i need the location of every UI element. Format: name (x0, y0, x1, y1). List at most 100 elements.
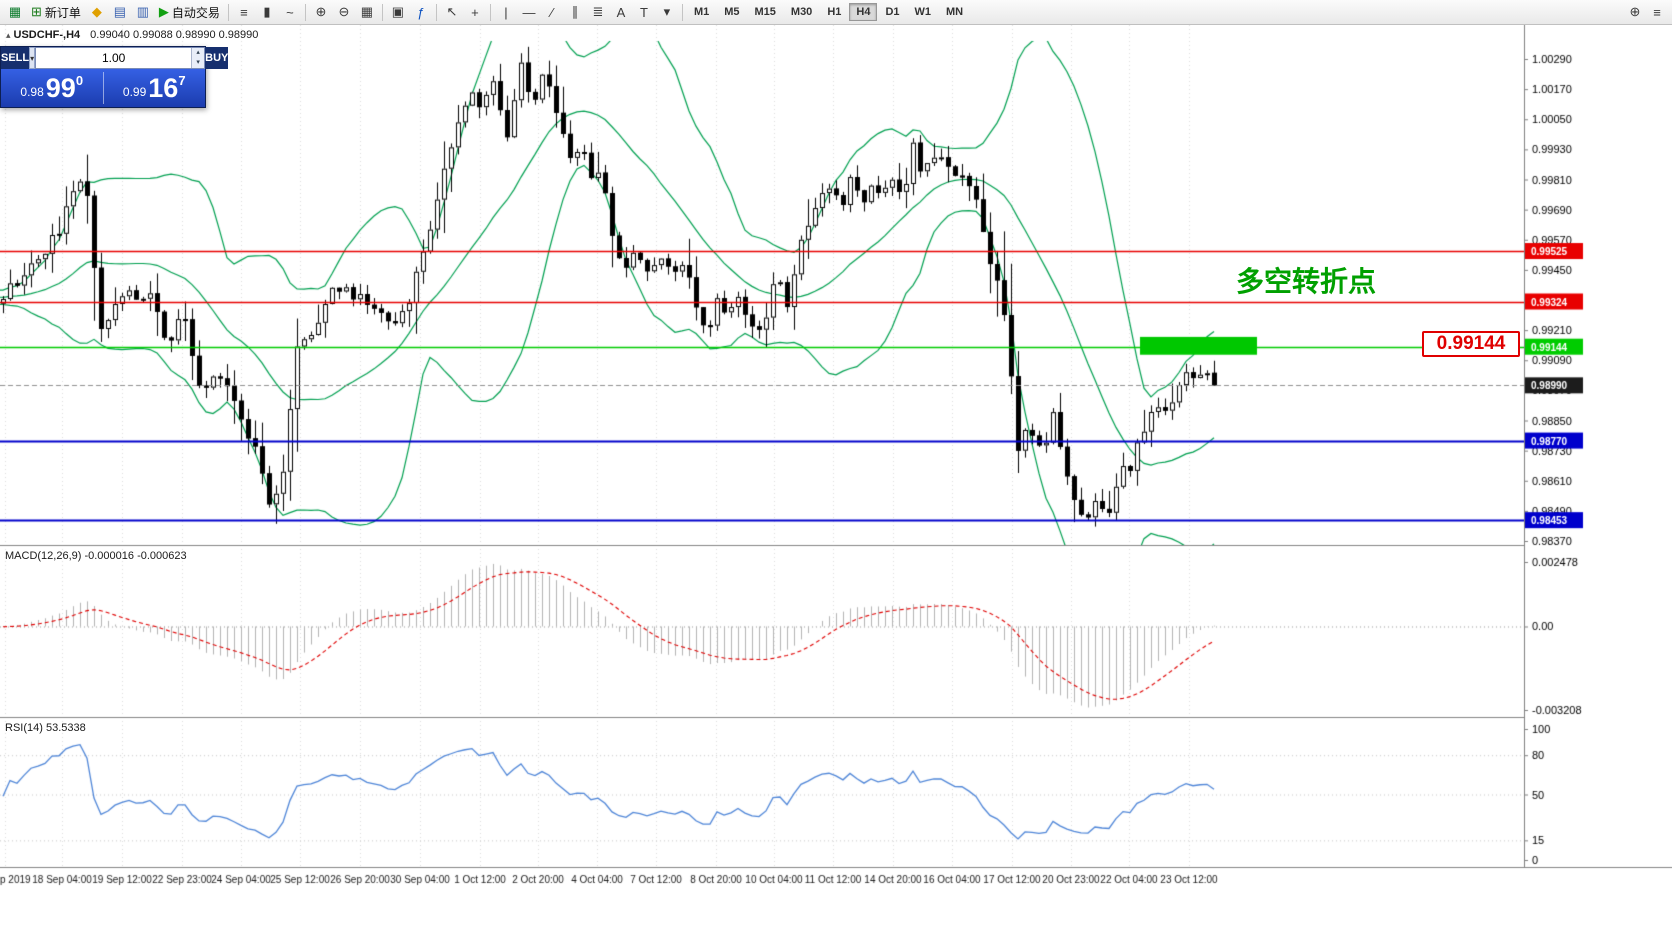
price-divider (102, 72, 104, 104)
profile-icon[interactable]: ▤ (109, 2, 131, 22)
auto-trading-button[interactable]: ▶ 自动交易 (155, 2, 224, 22)
toolbar-right-group: ⊕ ≡ (1624, 2, 1668, 22)
timeframe-H1[interactable]: H1 (827, 6, 842, 18)
crosshair-icon[interactable]: + (464, 2, 486, 22)
toolbar-separator (435, 3, 437, 21)
volume-decrease-button[interactable]: ▾ (192, 58, 205, 68)
new-order-button: ⊞ (31, 4, 42, 19)
lot-dropdown-icon[interactable]: ▾ (29, 47, 36, 69)
toolbar-separator (489, 3, 491, 21)
volume-input[interactable] (36, 48, 192, 68)
buy-button[interactable]: BUY (205, 47, 229, 69)
symbol-name: USDCHF-,H4 (13, 29, 81, 41)
zoom-out-icon[interactable]: ⊖ (333, 2, 355, 22)
timeframe-H4[interactable]: H4 (849, 3, 878, 21)
symbol-ohlc: 0.99040 0.99088 0.98990 0.98990 (90, 29, 259, 41)
label-icon: T (639, 4, 648, 20)
vertical-line-icon: | (504, 4, 508, 20)
arrange-windows-icon: ▣ (391, 4, 405, 19)
timeframe-D1[interactable]: D1 (885, 6, 900, 18)
toolbar-separator (381, 3, 383, 21)
timeframe-M5[interactable]: M5 (724, 6, 740, 18)
text-icon[interactable]: A (610, 2, 632, 22)
grid-icon[interactable]: ▦ (356, 2, 378, 22)
main-toolbar: ▦ ⊞ 新订单 ◆ ▤ ▥ ▶ 自动交易 ≡ ▮ ~ ⊕ ⊖ ▦ ▣ ƒ ↖ + | — ∕ ∥ ≣ A T ▾ M1 M5 M15 M3… (0, 0, 1672, 25)
bar-chart-icon: ≡ (240, 4, 248, 20)
cursor-icon: ↖ (446, 4, 458, 19)
buy-price-button[interactable]: 0.99 16 7 (104, 69, 206, 107)
search-icon[interactable]: ⊕ (1624, 2, 1646, 22)
timeframe-M30[interactable]: M30 (790, 6, 813, 18)
history-center-icon[interactable]: ▥ (132, 2, 154, 22)
line-chart-icon: ~ (286, 4, 294, 20)
price-callout-box[interactable]: 0.99144 (1422, 331, 1520, 357)
volume-field-wrap: ▴ ▾ (35, 47, 206, 69)
history-center-icon: ▥ (136, 4, 150, 19)
buy-price-prefix: 0.99 (122, 85, 147, 99)
menu-icon[interactable]: ≡ (1646, 2, 1668, 22)
toolbar-separator (681, 3, 683, 21)
auto-trading-button-label: 自动交易 (171, 5, 220, 20)
candle-chart-icon: ▮ (263, 4, 271, 19)
zoom-in-icon: ⊕ (315, 4, 327, 19)
volume-increase-button[interactable]: ▴ (192, 48, 205, 58)
grid-icon: ▦ (360, 4, 374, 19)
zoom-out-icon: ⊖ (338, 4, 350, 19)
macd-indicator-label: MACD(12,26,9) -0.000016 -0.000623 (5, 550, 187, 562)
cursor-icon[interactable]: ↖ (441, 2, 463, 22)
price-chart-canvas[interactable] (0, 25, 1672, 951)
indicators-icon[interactable]: ƒ (410, 2, 432, 22)
chart-window: ▴ USDCHF-,H4 0.99040 0.99088 0.98990 0.989… (0, 25, 1672, 951)
favorites-icon[interactable]: ◆ (86, 2, 108, 22)
sell-price-prefix: 0.98 (20, 85, 44, 99)
channel-icon: ∥ (571, 4, 579, 19)
bar-chart-icon[interactable]: ≡ (233, 2, 255, 22)
symbol-icon: ▴ (6, 30, 11, 40)
buy-price-sup: 7 (178, 72, 186, 88)
trendline-icon: ∕ (550, 4, 554, 20)
timeframe-M15[interactable]: M15 (754, 6, 776, 18)
shapes-dropdown-icon: ▾ (663, 4, 671, 19)
timeframe-W1[interactable]: W1 (914, 6, 932, 18)
arrange-windows-icon[interactable]: ▣ (387, 2, 409, 22)
fibonacci-icon: ≣ (592, 4, 604, 19)
menu-icon: ≡ (1653, 4, 1661, 20)
timeframe-M1[interactable]: M1 (693, 6, 710, 18)
vertical-line-icon[interactable]: | (495, 2, 517, 22)
auto-trading-button: ▶ (158, 4, 169, 19)
horizontal-line-icon: — (522, 4, 536, 20)
indicators-icon: ƒ (417, 4, 425, 20)
new-order-button-label: 新订单 (44, 5, 81, 20)
turning-point-annotation[interactable]: 多空转折点 (1236, 266, 1377, 297)
trade-panel-header: SELL ▾ ▴ ▾ BUY (1, 47, 229, 69)
sell-button[interactable]: SELL (1, 47, 30, 69)
trade-panel-prices: 0.98 99 0 0.99 16 7 (1, 69, 205, 107)
sell-price-button[interactable]: 0.98 99 0 (1, 69, 103, 107)
toolbar-separator (304, 3, 306, 21)
line-chart-icon[interactable]: ~ (279, 2, 301, 22)
new-chart-icon: ▦ (8, 4, 22, 19)
new-chart-icon[interactable]: ▦ (4, 2, 26, 22)
toolbar-separator (227, 3, 229, 21)
profile-icon: ▤ (113, 4, 127, 19)
shapes-dropdown-icon[interactable]: ▾ (656, 2, 678, 22)
rsi-indicator-label: RSI(14) 53.5338 (5, 722, 86, 734)
text-icon: A (616, 4, 626, 20)
favorites-icon: ◆ (91, 4, 102, 19)
sell-price-big: 99 (45, 72, 76, 103)
channel-icon[interactable]: ∥ (564, 2, 586, 22)
candle-chart-icon[interactable]: ▮ (256, 2, 278, 22)
one-click-trading-panel: SELL ▾ ▴ ▾ BUY 0.98 99 0 0.99 16 7 (0, 46, 229, 108)
buy-price-big: 16 (148, 72, 179, 103)
timeframe-MN[interactable]: MN (946, 6, 964, 18)
symbol-info: ▴ USDCHF-,H4 0.99040 0.99088 0.98990 0.989… (6, 29, 258, 41)
search-icon: ⊕ (1629, 4, 1641, 19)
new-order-button[interactable]: ⊞ 新订单 (27, 2, 85, 22)
fibonacci-icon[interactable]: ≣ (587, 2, 609, 22)
sell-price-sup: 0 (75, 72, 84, 88)
trendline-icon[interactable]: ∕ (541, 2, 563, 22)
volume-spinner: ▴ ▾ (191, 48, 205, 68)
zoom-in-icon[interactable]: ⊕ (310, 2, 332, 22)
horizontal-line-icon[interactable]: — (518, 2, 540, 22)
label-icon[interactable]: T (633, 2, 655, 22)
